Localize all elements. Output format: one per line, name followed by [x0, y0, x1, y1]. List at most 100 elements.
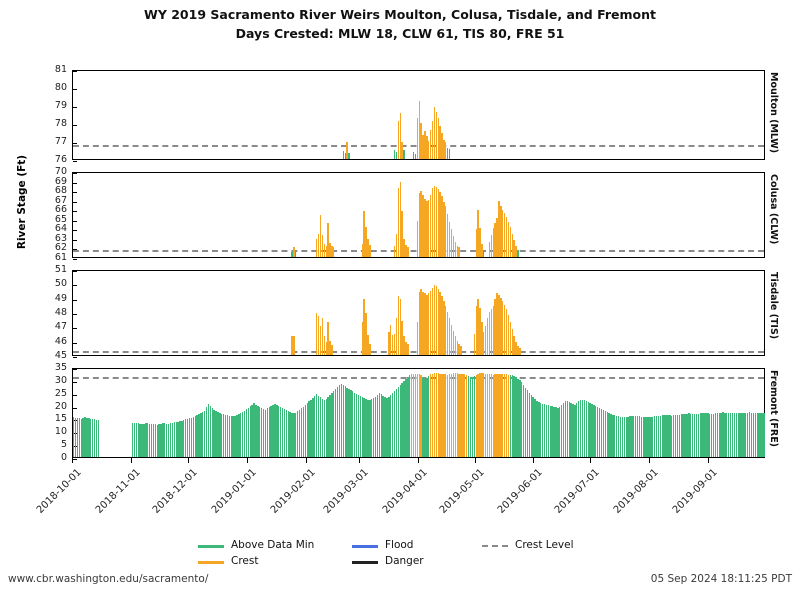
- data-bar: [272, 405, 274, 457]
- data-bar: [524, 387, 527, 457]
- data-bar: [426, 200, 428, 257]
- data-bar: [503, 374, 506, 457]
- data-bar: [659, 415, 662, 457]
- data-bar: [600, 409, 603, 457]
- data-bar: [450, 324, 453, 355]
- data-bar: [416, 220, 418, 257]
- data-bar: [409, 375, 411, 457]
- data-bar: [217, 412, 219, 457]
- data-bar: [737, 412, 739, 457]
- data-bar: [236, 415, 238, 457]
- data-bar: [477, 373, 479, 457]
- data-bar: [640, 416, 643, 457]
- data-bar: [521, 382, 523, 457]
- x-tick-label: 2019-05-01: [437, 467, 487, 516]
- data-bar: [509, 322, 512, 355]
- data-bar: [428, 141, 430, 159]
- data-bar: [160, 423, 162, 457]
- y-tick-label: 76: [54, 154, 67, 165]
- data-bar: [587, 401, 589, 457]
- data-bar: [541, 403, 544, 457]
- data-bar: [143, 423, 145, 457]
- y-tick-label: 68: [54, 185, 67, 197]
- data-bar: [298, 409, 301, 457]
- data-bar: [393, 245, 396, 257]
- data-bar: [517, 378, 519, 457]
- data-bar: [530, 395, 532, 457]
- y-tick-label: 0: [60, 452, 67, 463]
- y-tick-label: 81: [54, 64, 67, 75]
- data-bar: [384, 397, 386, 457]
- data-bar: [90, 418, 92, 457]
- data-bar: [680, 414, 682, 457]
- data-bar: [241, 412, 244, 457]
- data-bar: [274, 404, 276, 457]
- data-bar: [606, 412, 608, 457]
- data-bar: [447, 374, 449, 457]
- data-bar: [369, 343, 371, 355]
- data-bar: [716, 413, 718, 457]
- data-bar: [517, 250, 519, 257]
- data-bar: [460, 373, 462, 457]
- data-bar: [441, 296, 443, 355]
- data-bar: [513, 239, 515, 257]
- data-bar: [456, 373, 458, 457]
- data-bar: [245, 409, 248, 457]
- data-bar: [473, 376, 475, 457]
- data-bar: [395, 151, 398, 159]
- data-bar: [431, 373, 434, 457]
- x-tick-label: 2019-07-01: [553, 467, 603, 516]
- data-bar: [437, 117, 439, 159]
- data-bar: [688, 413, 690, 457]
- y-tick-label: 77: [54, 136, 67, 147]
- data-bar: [399, 113, 401, 159]
- x-tick-label: 2018-12-01: [150, 467, 200, 516]
- data-bar: [477, 210, 479, 257]
- data-bar: [483, 332, 485, 355]
- data-bar: [562, 403, 565, 457]
- y-tick-mark: [73, 211, 77, 213]
- data-bar: [395, 234, 398, 257]
- data-bar: [522, 385, 525, 457]
- data-bar: [431, 121, 434, 159]
- y-tick-mark: [73, 394, 77, 396]
- data-bar: [648, 417, 650, 457]
- data-bar: [460, 346, 462, 355]
- data-bar: [494, 222, 496, 257]
- data-bar: [443, 201, 445, 257]
- data-bar: [545, 404, 548, 457]
- data-bar: [454, 336, 456, 355]
- data-bar: [638, 416, 641, 457]
- data-bar: [750, 412, 753, 457]
- data-bar: [183, 419, 185, 457]
- data-bar: [355, 393, 358, 457]
- data-bar: [382, 395, 384, 457]
- data-bar: [435, 187, 437, 257]
- data-bar: [80, 418, 82, 457]
- data-bar: [585, 400, 587, 457]
- data-bar: [595, 406, 597, 457]
- data-bar: [665, 414, 667, 457]
- data-bar: [312, 397, 314, 457]
- data-bar: [517, 346, 519, 355]
- x-tick-mark: [358, 458, 360, 463]
- legend-swatch: [198, 561, 224, 564]
- data-bar: [331, 245, 333, 257]
- data-bar: [657, 415, 660, 457]
- data-bar: [502, 373, 504, 457]
- data-bar: [393, 391, 396, 457]
- data-bar: [441, 195, 443, 257]
- data-bar: [207, 404, 210, 457]
- data-bar: [448, 149, 451, 159]
- footer-url[interactable]: www.cbr.washington.edu/sacramento/: [8, 573, 209, 585]
- data-bar: [424, 293, 426, 355]
- data-bar: [500, 206, 502, 257]
- data-bar: [188, 418, 191, 457]
- data-bar: [568, 401, 570, 457]
- data-bar: [291, 251, 293, 257]
- data-bar: [458, 343, 460, 355]
- legend-label: Crest: [231, 555, 259, 567]
- x-tick-mark: [708, 458, 710, 463]
- y-tick-label: 67: [54, 194, 67, 206]
- y-tick-label: 47: [54, 321, 67, 333]
